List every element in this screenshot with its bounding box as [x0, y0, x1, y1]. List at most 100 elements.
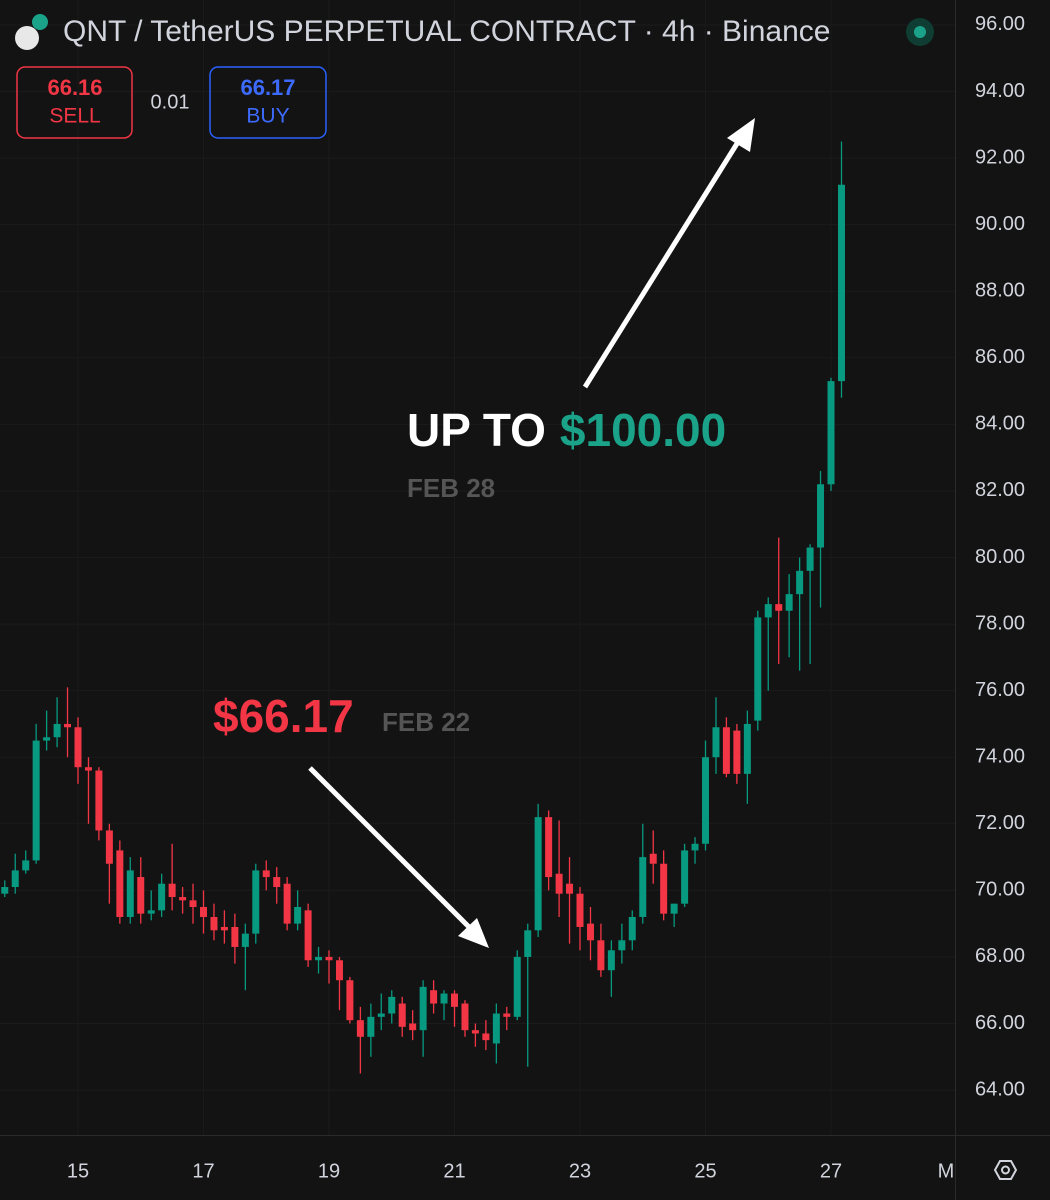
- candle-body: [817, 484, 825, 548]
- candle-body: [754, 617, 762, 721]
- candle-body: [555, 873, 563, 894]
- candle-body: [482, 1033, 490, 1041]
- buy-price[interactable]: 66.17: [240, 75, 295, 100]
- candle-body: [64, 723, 72, 728]
- target-prefix: UP TO: [407, 404, 546, 456]
- candle-body: [419, 986, 427, 1031]
- candle-body: [304, 910, 312, 961]
- y-tick-label: 76.00: [975, 679, 1025, 701]
- candle-body: [430, 990, 438, 1004]
- candle-body: [74, 727, 82, 768]
- y-tick-label: 90.00: [975, 213, 1025, 235]
- x-tick-label: 17: [192, 1160, 214, 1182]
- exchange-icon: [32, 14, 48, 30]
- y-tick-label: 80.00: [975, 546, 1025, 568]
- y-tick-label: 64.00: [975, 1078, 1025, 1100]
- entry-date: FEB 22: [382, 707, 470, 737]
- sell-label[interactable]: SELL: [49, 105, 100, 128]
- candle-body: [513, 956, 521, 1017]
- arrow-down: [308, 766, 472, 930]
- price-scale-panel: [955, 0, 1050, 1200]
- arrows: [308, 118, 755, 948]
- candle-body: [220, 926, 228, 931]
- candle-body: [377, 1013, 385, 1017]
- candle-body: [315, 956, 323, 961]
- x-axis: 15 17 19 21 23 25 27 M: [67, 1160, 954, 1182]
- candle-body: [566, 883, 574, 894]
- candle-body: [22, 860, 30, 871]
- candle-body: [95, 770, 103, 831]
- x-tick-label: 23: [569, 1160, 591, 1182]
- candle-body: [618, 940, 626, 951]
- candle-body: [262, 870, 270, 878]
- candle-body: [785, 594, 793, 611]
- buy-label[interactable]: BUY: [246, 105, 289, 128]
- x-tick-label: M: [938, 1160, 955, 1182]
- candle-body: [639, 857, 647, 917]
- y-tick-label: 94.00: [975, 80, 1025, 102]
- candle-body: [712, 727, 720, 758]
- x-tick-label: 19: [318, 1160, 340, 1182]
- sell-button[interactable]: 66.16 SELL: [16, 66, 133, 139]
- candle-body: [461, 1003, 469, 1031]
- candle-body: [84, 767, 92, 771]
- candle-body: [283, 883, 291, 924]
- candle-body: [806, 547, 814, 571]
- candle-body: [702, 757, 710, 844]
- candle-body: [199, 907, 207, 917]
- settings-button[interactable]: [993, 1160, 1018, 1180]
- target-annotation: UP TO $100.00: [407, 404, 726, 456]
- candle-body: [398, 1003, 406, 1027]
- candle-body: [273, 877, 281, 888]
- candle-body: [681, 850, 689, 904]
- candle-body: [670, 903, 678, 914]
- candle-body: [660, 863, 668, 914]
- target-price: $100.00: [560, 404, 726, 456]
- settings-icon-center[interactable]: [1001, 1165, 1010, 1175]
- x-tick-label: 15: [67, 1160, 89, 1182]
- candle-body: [597, 940, 605, 971]
- y-tick-label: 96.00: [975, 13, 1025, 35]
- sell-button-frame[interactable]: [16, 66, 133, 139]
- candle-body: [147, 910, 155, 914]
- candle-body: [492, 1013, 500, 1044]
- arrow-head: [727, 118, 755, 152]
- candle-body: [189, 900, 197, 908]
- x-tick-label: 27: [820, 1160, 842, 1182]
- y-tick-label: 68.00: [975, 945, 1025, 967]
- candle-body: [743, 723, 751, 774]
- candle-body: [11, 870, 19, 888]
- candle-body: [722, 727, 730, 774]
- candle-body: [733, 730, 741, 774]
- candle-body: [325, 956, 333, 961]
- buy-button[interactable]: 66.17 BUY: [209, 66, 327, 139]
- buy-button-frame[interactable]: [209, 66, 327, 139]
- candle-body: [116, 850, 124, 917]
- candles: [1, 141, 845, 1074]
- y-tick-label: 84.00: [975, 413, 1025, 435]
- y-tick-label: 82.00: [975, 479, 1025, 501]
- sell-price[interactable]: 66.16: [47, 75, 102, 100]
- candle-body: [691, 843, 699, 851]
- chart-title: QNT / TetherUS PERPETUAL CONTRACT · 4h ·…: [63, 15, 830, 48]
- candle-body: [367, 1016, 375, 1037]
- candle-body: [409, 1023, 417, 1031]
- candle-body: [252, 870, 260, 934]
- entry-price: $66.17: [213, 690, 354, 742]
- candle-body: [53, 723, 61, 738]
- candle-body: [126, 870, 134, 917]
- candle-body: [335, 960, 343, 981]
- candle-body: [241, 933, 249, 947]
- candle-body: [471, 1030, 479, 1034]
- y-tick-label: 72.00: [975, 812, 1025, 834]
- header: QNT / TetherUS PERPETUAL CONTRACT · 4h ·…: [15, 14, 934, 50]
- candle-body: [158, 883, 166, 911]
- candle-body: [168, 883, 176, 898]
- y-tick-label: 88.00: [975, 280, 1025, 302]
- candle-body: [231, 926, 239, 947]
- candle-body: [545, 817, 553, 878]
- settings-icon[interactable]: [993, 1160, 1018, 1180]
- y-tick-label: 86.00: [975, 346, 1025, 368]
- candle-body: [356, 1020, 364, 1037]
